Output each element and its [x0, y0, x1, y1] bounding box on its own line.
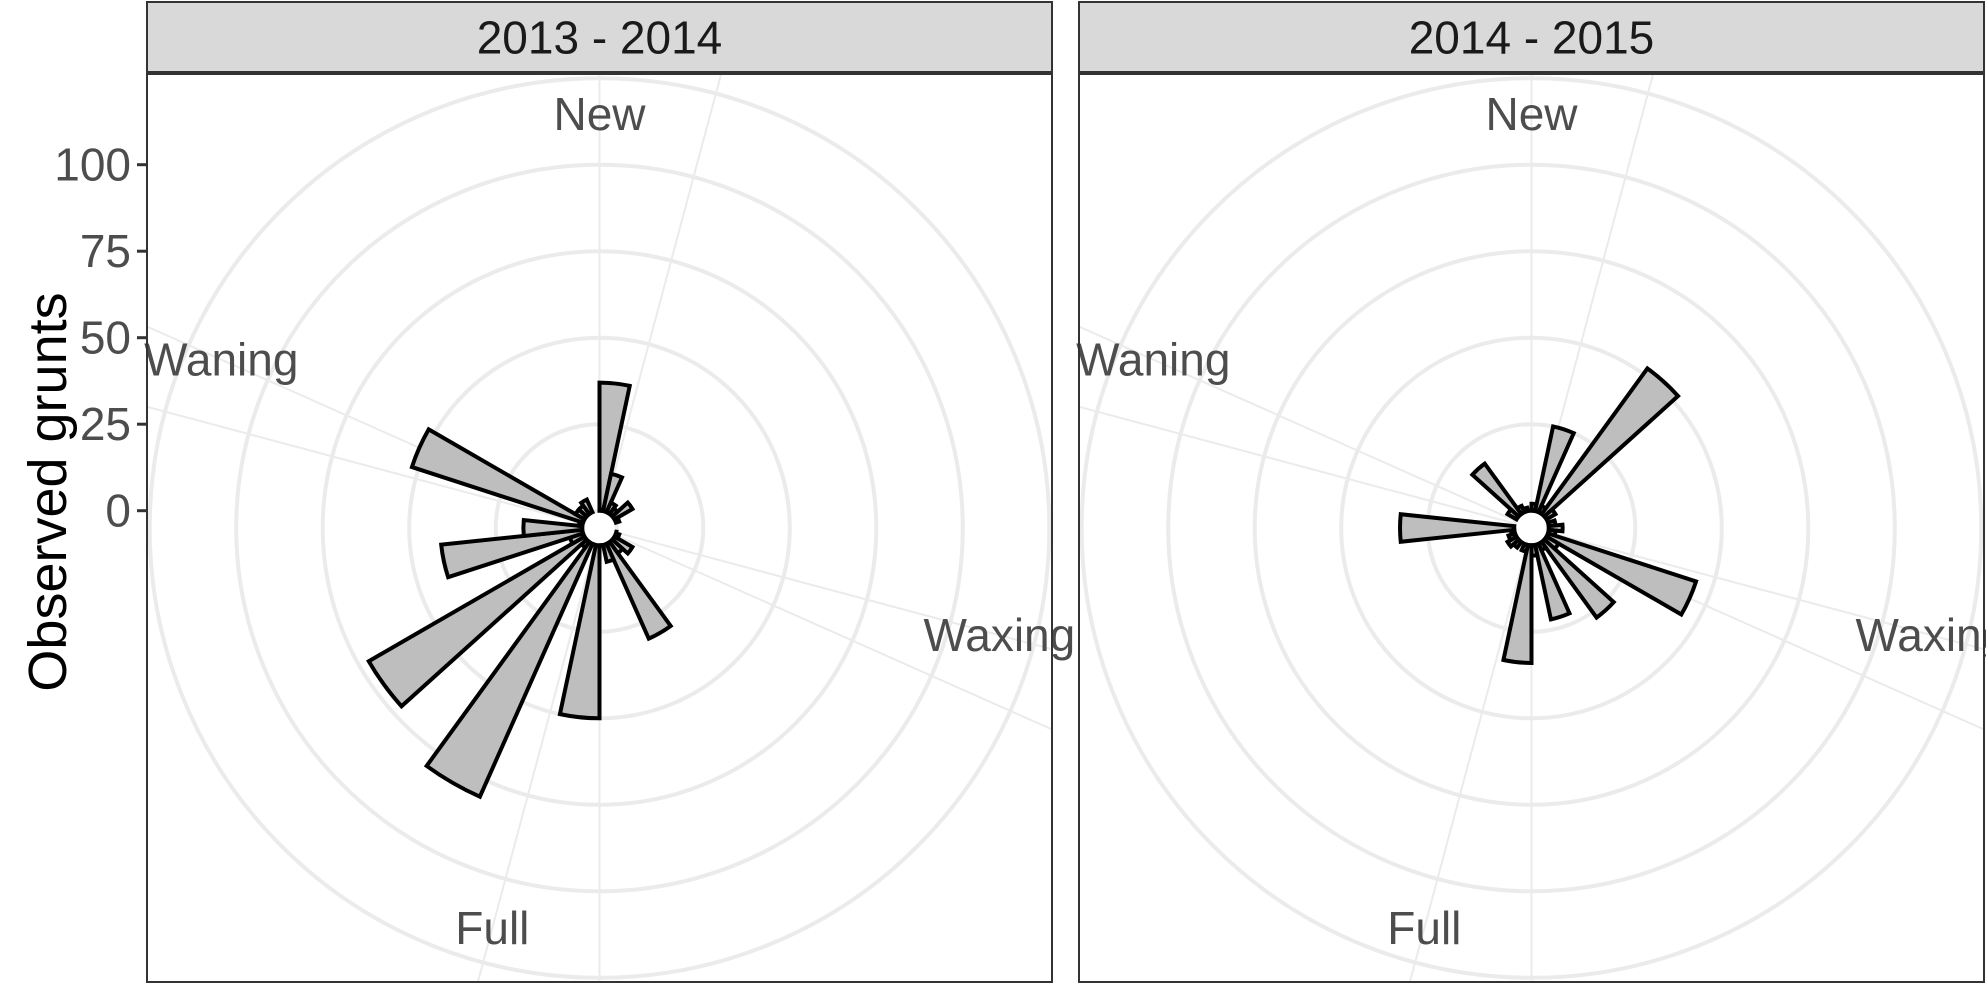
polar-bar — [557, 542, 602, 721]
polar-bar — [1541, 506, 1559, 523]
grid-spoke — [603, 73, 723, 512]
polar-bar — [1469, 460, 1525, 520]
grid-spoke — [476, 544, 596, 982]
polar-bar — [1538, 536, 1617, 621]
strip-background — [146, 1, 1053, 74]
phase-label-full: Full — [455, 902, 529, 954]
panel-1: New Waxing Full Waning 2013 - 2014 0 25 50 75 100 — [54, 1, 1076, 983]
y-tick-label: 75 — [80, 225, 131, 277]
polar-bar — [1543, 530, 1699, 618]
polar-bar — [439, 527, 586, 580]
phase-label-full: Full — [1387, 902, 1461, 954]
polar-bar — [611, 514, 622, 526]
strip-background — [1078, 1, 1985, 74]
panel-plot-area — [147, 73, 1052, 982]
y-tick-label: 25 — [80, 398, 131, 450]
polar-bar — [603, 539, 674, 642]
strip-title: 2013 - 2014 — [477, 12, 723, 64]
strip-title: 2014 - 2015 — [1409, 12, 1655, 64]
panel-plot-area — [1079, 73, 1984, 982]
y-tick-label: 0 — [105, 485, 131, 537]
grid-spoke — [1408, 544, 1528, 982]
phase-label-waxing: Waxing — [924, 609, 1076, 661]
polar-bar — [1538, 365, 1681, 520]
polar-bar — [1532, 424, 1577, 515]
polar-bar — [1520, 505, 1531, 515]
phase-label-waning: Waning — [144, 334, 298, 386]
grid-spoke — [614, 534, 1052, 731]
grid-spoke — [1547, 531, 1984, 651]
y-axis-title: Observed grunts — [18, 292, 78, 691]
polar-bar — [409, 426, 588, 526]
polar-bar — [366, 533, 590, 710]
polar-bar — [609, 533, 636, 557]
panel-2: New Waxing Full Waning 2014 - 2015 — [1076, 1, 1986, 983]
polar-bar — [1519, 541, 1531, 555]
grid-spoke — [147, 405, 584, 525]
y-tick-label: 100 — [54, 139, 131, 191]
polar-bar — [600, 471, 625, 515]
phase-label-new: New — [553, 88, 646, 140]
polar-bar — [597, 380, 633, 514]
polar-bar — [609, 499, 636, 523]
polar-bar — [1501, 542, 1534, 665]
polar-bar — [600, 541, 617, 565]
grid-spoke — [1079, 325, 1517, 522]
polar-bar — [423, 539, 596, 800]
polar-bar — [521, 517, 585, 539]
polar-bar — [603, 500, 619, 517]
phase-label-waning: Waning — [1076, 334, 1230, 386]
polar-bar — [578, 496, 596, 517]
phase-label-waxing: Waxing — [1856, 609, 1986, 661]
grid-spoke — [1079, 405, 1516, 525]
y-tick-label: 50 — [80, 312, 131, 364]
phase-label-new: New — [1485, 88, 1578, 140]
polar-bar — [1398, 512, 1517, 544]
polar-bar — [1532, 541, 1573, 622]
grid-spoke — [615, 531, 1052, 651]
